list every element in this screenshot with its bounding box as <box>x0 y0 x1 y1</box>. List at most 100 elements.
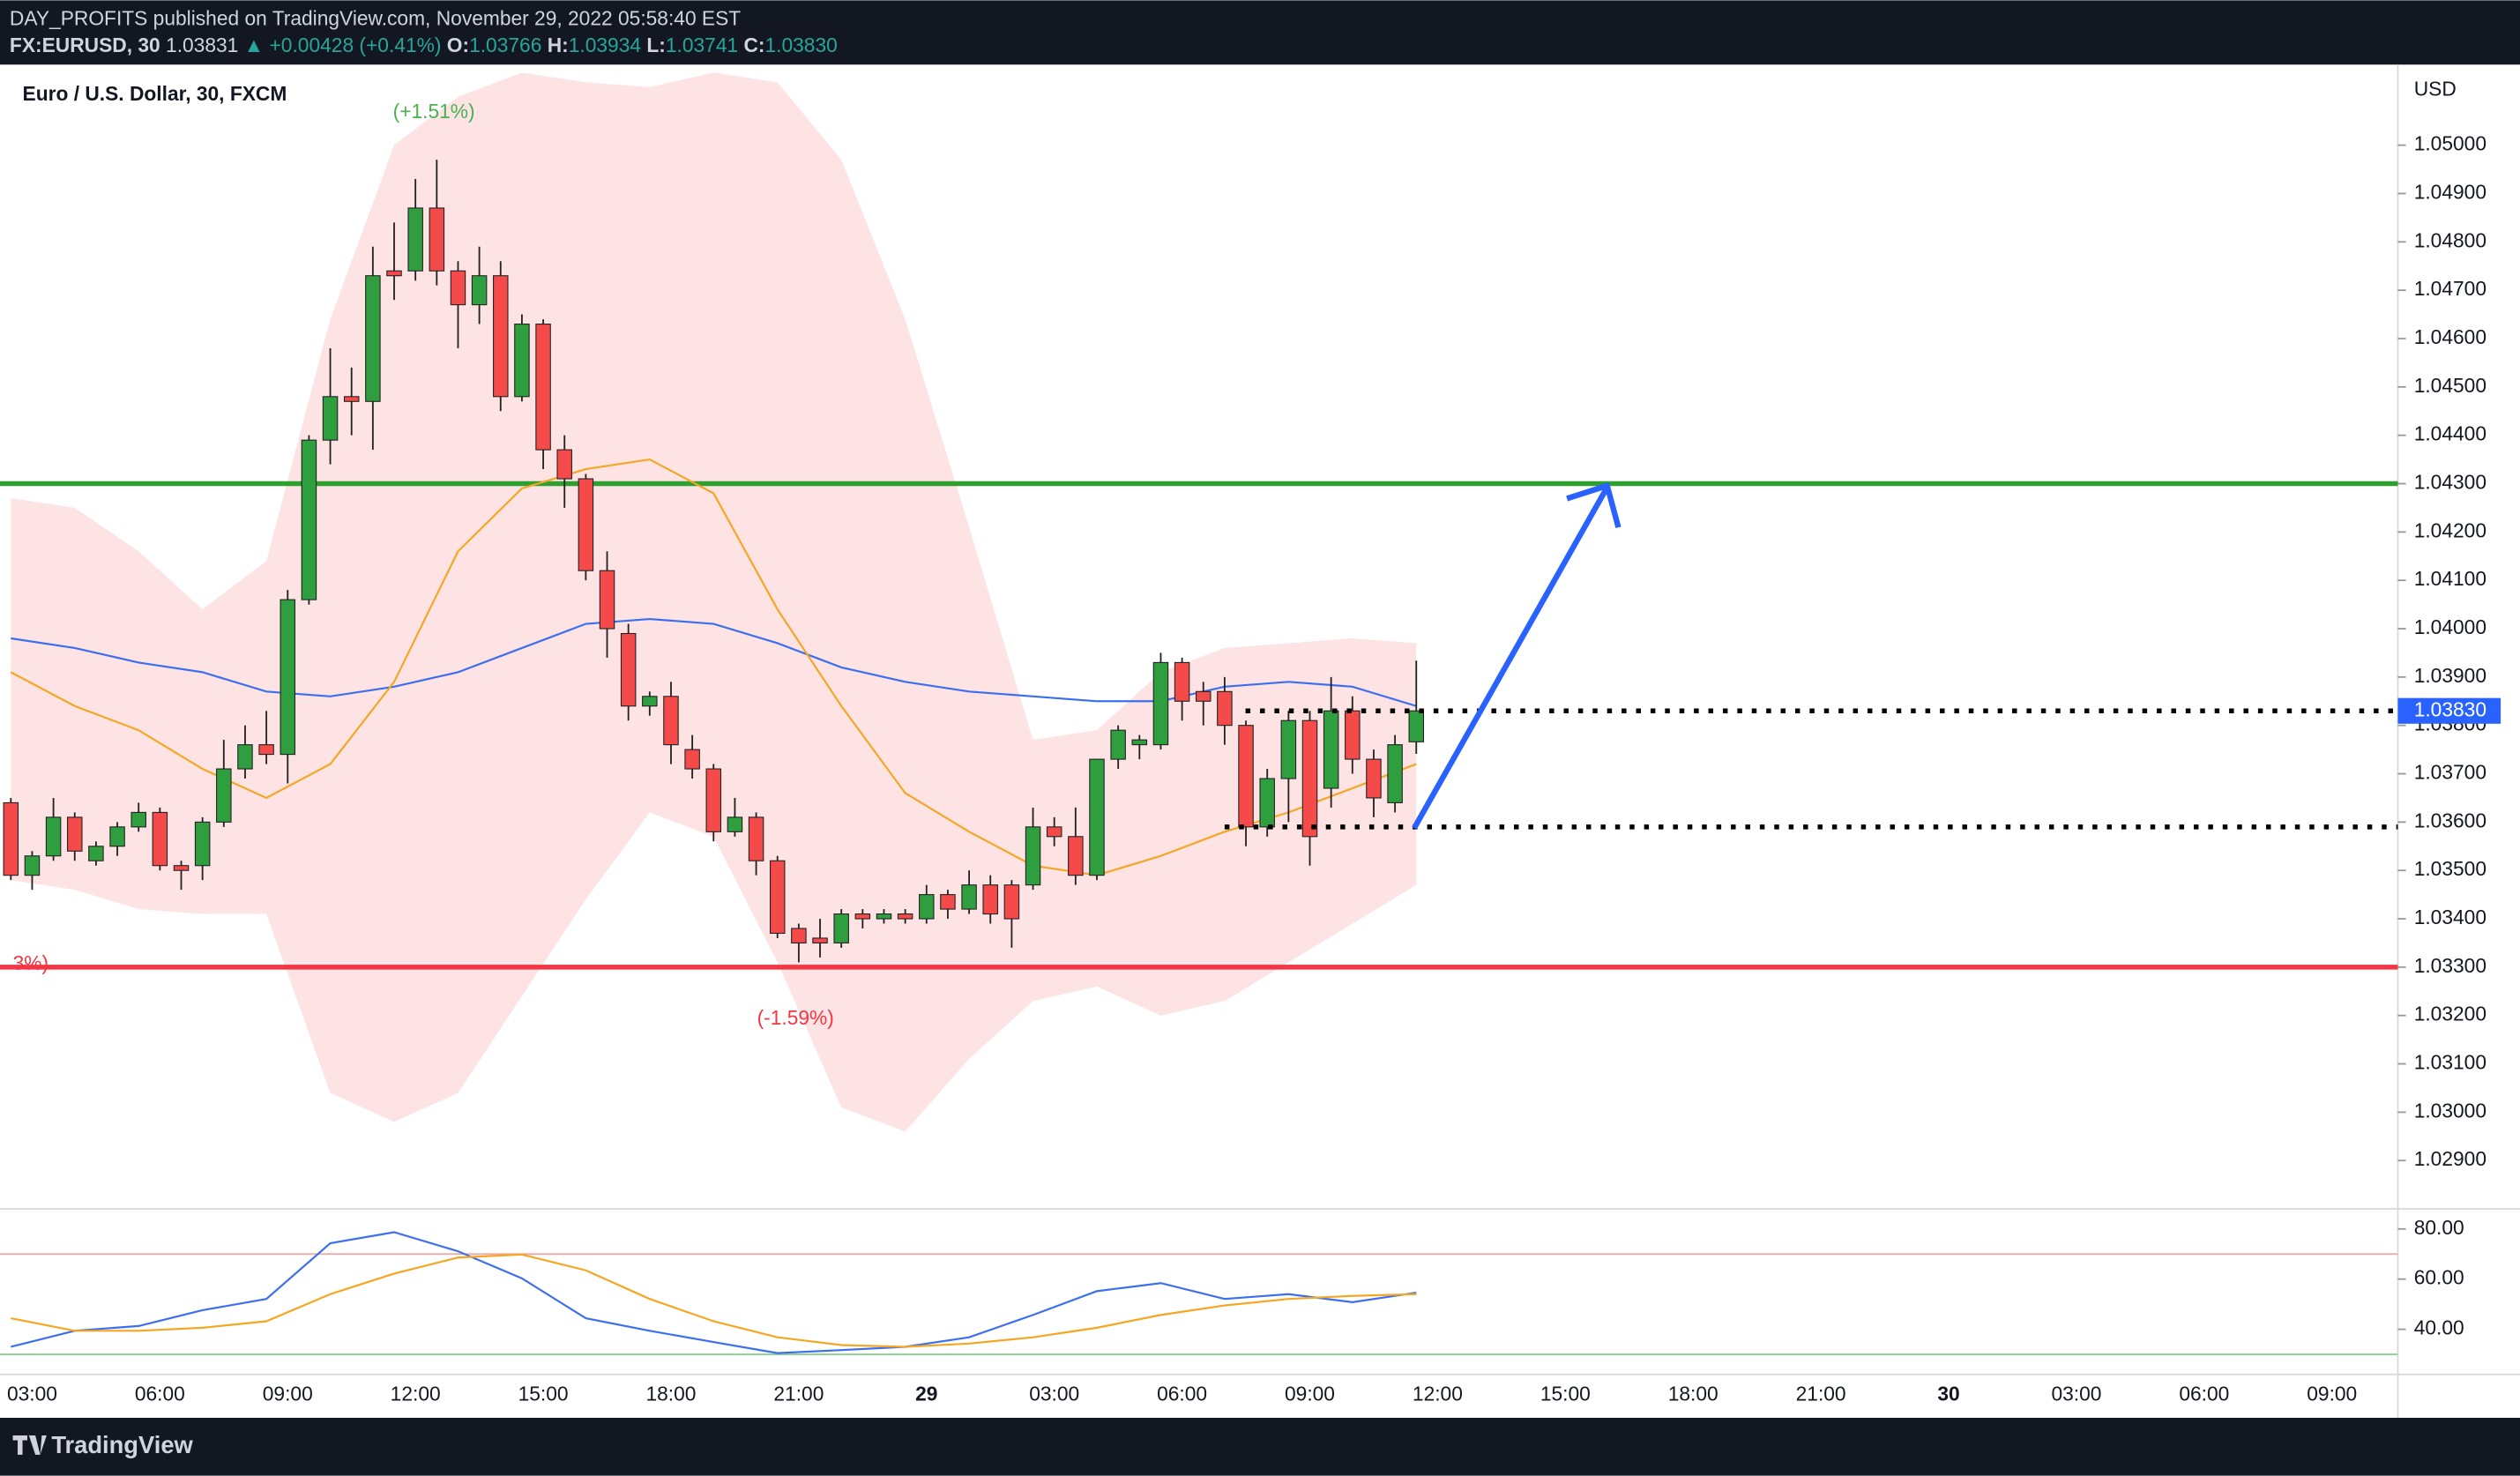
candle-body <box>705 768 722 832</box>
ohlc-value: 1.03830 <box>765 34 838 56</box>
candle-body <box>1366 758 1382 799</box>
brand: TradingView <box>51 1431 193 1458</box>
candle-body <box>1217 690 1233 727</box>
candle-body <box>450 270 466 306</box>
candle-body <box>961 884 977 910</box>
candle-body <box>684 749 700 770</box>
x-tick-label: 12:00 <box>391 1383 441 1405</box>
indicator-line <box>11 1253 1417 1348</box>
logo <box>12 1435 47 1455</box>
candle-body <box>919 894 935 920</box>
candle-body <box>258 744 274 756</box>
candle-body <box>343 396 360 402</box>
candle-body <box>1280 719 1297 779</box>
candle-body <box>407 207 423 272</box>
candle-body <box>493 275 509 398</box>
y-tick-label: 1.04300 <box>2414 471 2486 494</box>
currency: USD <box>2414 77 2457 100</box>
ohlc-value: 1.03766 <box>469 34 541 56</box>
y-tick-label: 1.03500 <box>2414 857 2486 880</box>
last-price-box <box>2397 697 2501 724</box>
candle-body <box>1323 710 1339 789</box>
y-tick-label: 1.03600 <box>2414 809 2486 831</box>
candle-body <box>727 816 743 832</box>
annotation: (+1.51%) <box>393 100 475 123</box>
y-tick-label: 1.03100 <box>2414 1051 2486 1074</box>
y-tick-label: 1.04600 <box>2414 325 2486 348</box>
x-tick-label: 12:00 <box>1413 1383 1463 1405</box>
candle-body <box>386 270 402 277</box>
y-tick-label: 1.04000 <box>2414 615 2486 638</box>
candle-body <box>1259 778 1275 828</box>
candle-body <box>280 599 296 756</box>
x-tick-label: 09:00 <box>1285 1383 1335 1405</box>
candle-body <box>620 632 637 707</box>
candle-body <box>982 884 998 915</box>
indicator-line <box>11 1231 1417 1354</box>
candle-body <box>365 275 381 402</box>
candle-body <box>663 696 679 746</box>
x-tick-label: 06:00 <box>2179 1383 2229 1405</box>
chart-title: Euro / U.S. Dollar, 30, FXCM <box>23 82 287 105</box>
symbol: FX:EURUSD, 30 <box>10 34 160 56</box>
candle-body <box>876 913 892 920</box>
x-tick-label: 09:00 <box>263 1383 313 1405</box>
y-tick-label: 1.03900 <box>2414 664 2486 687</box>
ohlc-label: C: <box>743 34 764 56</box>
candle-body <box>67 816 83 852</box>
candle-body <box>88 846 104 861</box>
candle-body <box>1301 719 1318 838</box>
candle-body <box>45 816 62 857</box>
candle-body <box>1408 710 1425 742</box>
x-tick-label: 09:00 <box>2307 1383 2357 1405</box>
candle-body <box>237 744 253 770</box>
candle-body <box>556 449 572 480</box>
last: 1.03831 <box>166 34 238 56</box>
y-tick-label: 1.03000 <box>2414 1099 2486 1122</box>
footer-bar <box>0 1418 2520 1476</box>
candle-body <box>194 821 211 867</box>
candle-body <box>642 696 658 707</box>
ohlc-value: 1.03741 <box>666 34 738 56</box>
candle-body <box>1110 729 1126 760</box>
last-price-label: 1.03830 <box>2414 697 2486 720</box>
x-tick-label: 06:00 <box>1157 1383 1207 1405</box>
candle-body <box>578 478 594 571</box>
y-tick-label: 1.04200 <box>2414 518 2486 541</box>
candle-body <box>301 439 317 600</box>
candle-body <box>940 894 956 910</box>
y-tick-label: 1.03200 <box>2414 1003 2486 1025</box>
candle-body <box>514 324 530 398</box>
author-line: DAY_PROFITS published on TradingView.com… <box>10 6 741 29</box>
x-tick-label: 06:00 <box>135 1383 185 1405</box>
candle-body <box>599 570 615 630</box>
candle-body <box>854 913 871 920</box>
candle-body <box>1025 826 1041 886</box>
candle-body <box>1046 826 1062 838</box>
y-tick-label: 1.03400 <box>2414 906 2486 928</box>
candle-body <box>1238 725 1254 828</box>
x-tick-label: 30 <box>1937 1383 1959 1405</box>
y-tick-label: 40.00 <box>2414 1316 2464 1339</box>
y-tick-label: 1.05000 <box>2414 132 2486 155</box>
y-tick-label: 1.04700 <box>2414 277 2486 300</box>
x-tick-label: 03:00 <box>2051 1383 2101 1405</box>
candle-body <box>1131 739 1148 746</box>
ohlc-value: 1.03934 <box>569 34 641 56</box>
candle-body <box>833 913 849 943</box>
candle-body <box>1089 758 1105 876</box>
y-tick-label: 1.04100 <box>2414 567 2486 590</box>
candle-body <box>471 275 488 306</box>
x-tick-label: 21:00 <box>1796 1383 1846 1405</box>
candle-body <box>322 396 339 441</box>
candle-body <box>1345 710 1361 760</box>
candle-body <box>1003 884 1020 920</box>
annotation: (-1.59%) <box>757 1006 834 1029</box>
y-tick-label: 1.03300 <box>2414 954 2486 977</box>
x-tick-label: 03:00 <box>1029 1383 1079 1405</box>
candle-body <box>429 207 445 272</box>
x-tick-label: 15:00 <box>518 1383 569 1405</box>
candle-body <box>152 811 168 867</box>
candle-body <box>1068 836 1084 876</box>
